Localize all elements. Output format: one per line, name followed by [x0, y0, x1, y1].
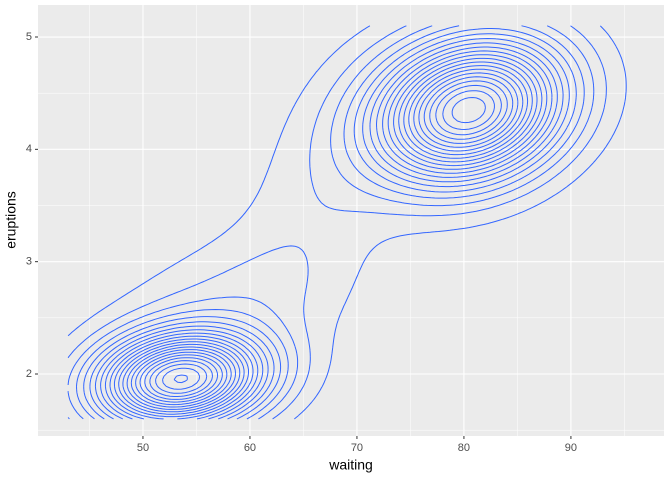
contours — [67, 25, 627, 420]
contour-line — [162, 97, 486, 390]
contour-line — [173, 374, 188, 384]
contour-line — [130, 68, 524, 408]
contour-line — [155, 90, 495, 394]
contour-line — [118, 57, 538, 415]
contour-line — [149, 84, 502, 397]
y-axis-title: eruptions — [3, 191, 19, 249]
x-tick-label: 90 — [565, 442, 577, 454]
y-tick-label: 5 — [26, 31, 32, 43]
contour-line — [144, 80, 508, 400]
x-tick-label: 80 — [458, 442, 470, 454]
plot-panel — [38, 5, 664, 436]
contour-line — [104, 46, 553, 420]
y-tick-label: 2 — [26, 368, 32, 380]
contour-line — [126, 65, 529, 410]
contour-line — [109, 50, 548, 420]
contour-line — [100, 42, 558, 420]
contour-line — [139, 76, 514, 403]
x-tick-label: 60 — [244, 442, 256, 454]
contour-line — [83, 28, 577, 420]
contour-line — [122, 61, 533, 413]
contour-line — [67, 25, 607, 420]
x-tick-label: 70 — [351, 442, 363, 454]
y-tick-label: 4 — [26, 143, 32, 155]
contour-line — [135, 72, 519, 406]
y-tick-label: 3 — [26, 256, 32, 268]
contour-line — [113, 54, 543, 418]
contour-line — [76, 25, 585, 420]
contour-line — [89, 33, 570, 420]
x-axis-title: waiting — [328, 457, 373, 473]
contour-line — [94, 38, 564, 420]
contour-line — [67, 25, 627, 420]
contour-line — [67, 25, 595, 420]
x-tick-label: 50 — [137, 442, 149, 454]
